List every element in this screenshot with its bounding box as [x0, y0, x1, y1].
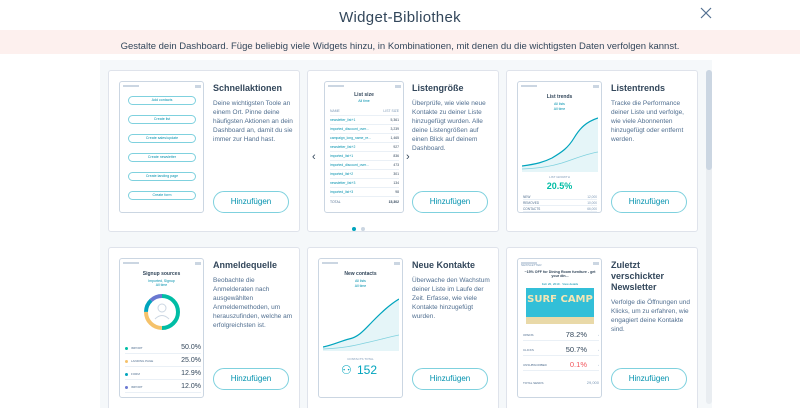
widget-card-latest-newsletter: NEWSLETTER ~15% OFF for Dining Room furn…	[506, 247, 698, 408]
widget-preview: Signup sources Imported, Signup All time…	[119, 258, 204, 398]
modal-title: Widget-Bibliothek	[339, 9, 461, 26]
quick-action-pill: Create sales/update	[128, 134, 196, 143]
widget-title: Listentrends	[611, 83, 666, 93]
widget-preview: Add contacts Create list Create sales/upda…	[119, 81, 204, 213]
trend-stat-row: NEW 12,000	[523, 195, 597, 200]
widget-title: Neue Kontakte	[412, 260, 476, 270]
list-row: imported_list+1 836	[330, 152, 399, 161]
list-row: imported_list+2 301	[330, 170, 399, 179]
quick-action-pill: Create form	[128, 191, 196, 200]
quick-action-pill: Create list	[128, 115, 196, 124]
scrollbar[interactable]	[706, 70, 712, 404]
widget-description: Überwache den Wachstum deiner Liste im L…	[412, 277, 490, 320]
newsletter-stat-row: CLICKS 50.7% ›	[523, 345, 599, 356]
quick-action-pill: Add contacts	[128, 96, 196, 105]
contacts-total: 152	[357, 363, 378, 377]
trend-stat-row: REMOVED 10,000	[523, 201, 597, 206]
add-widget-button[interactable]: Hinzufügen	[213, 191, 289, 213]
close-icon[interactable]	[698, 5, 714, 21]
carousel-prev-icon[interactable]: ‹	[312, 151, 316, 163]
trend-stat-row: CONTACTS 66,000	[523, 207, 597, 212]
modal-subtitle: Gestalte dein Dashboard. Füge beliebig v…	[120, 41, 680, 52]
contacts-chart	[323, 298, 399, 351]
add-widget-button[interactable]: Hinzufügen	[611, 368, 687, 390]
widget-preview: NEWSLETTER ~15% OFF for Dining Room furn…	[517, 258, 602, 398]
add-widget-button[interactable]: Hinzufügen	[213, 368, 289, 390]
widget-card-list-size: List size All time NAME LIST SIZE newsle…	[307, 70, 499, 232]
add-widget-button[interactable]: Hinzufügen	[611, 191, 687, 213]
signup-source-row: LANDING PAGE 25.0%	[125, 356, 201, 367]
widget-card-list-trends: List trends All lists All time LIST GROW…	[506, 70, 698, 232]
contacts-icon: ⚇	[341, 363, 352, 377]
add-widget-button[interactable]: Hinzufügen	[412, 191, 488, 213]
widget-preview: List size All time NAME LIST SIZE newsle…	[324, 81, 404, 213]
chevron-icon: ›	[598, 363, 599, 367]
widget-description: Überprüfe, wie viele neue Kontakte zu de…	[412, 100, 486, 152]
signup-source-row: IMPORT 50.0%	[125, 343, 201, 354]
list-row: imported_discount_over... 473	[330, 161, 399, 170]
newsletter-stat-row: UNSUBSCRIBED 0.1% ›	[523, 360, 599, 371]
legend-swatch	[125, 360, 128, 363]
newsletter-image: SURF CAMP	[526, 288, 594, 324]
list-row: newsletter_list+1 5,361	[330, 116, 399, 125]
widget-title: Schnellaktionen	[213, 83, 283, 93]
widget-description: Tracke die Performance deiner Liste und …	[611, 100, 684, 143]
list-row: imported_discount_over... 3,239	[330, 125, 399, 134]
widget-card-quick-actions: Add contacts Create list Create sales/upda…	[108, 70, 300, 232]
trend-chart	[522, 117, 598, 172]
legend-swatch	[125, 347, 128, 350]
legend-swatch	[125, 386, 128, 389]
widget-card-signup-sources: Signup sources Imported, Signup All time…	[108, 247, 300, 408]
signup-source-row: FORM 12.9%	[125, 369, 201, 380]
list-row: newsletter_list+2 927	[330, 143, 399, 152]
carousel-next-icon[interactable]: ›	[406, 151, 410, 163]
widget-preview: New contacts All lists All time CONTACTS…	[318, 258, 403, 398]
widget-title: Anmeldequelle	[213, 260, 278, 270]
widget-title: Zuletzt verschickter Newsletter	[611, 260, 665, 292]
quick-action-pill: Create newsletter	[128, 153, 196, 162]
carousel-pager[interactable]	[352, 218, 370, 236]
widget-description: Verfolge die Öffnungen und Klicks, um zu…	[611, 299, 691, 333]
widget-preview: List trends All lists All time LIST GROW…	[517, 81, 602, 213]
legend-swatch	[125, 373, 128, 376]
chevron-icon: ›	[598, 333, 599, 337]
quick-action-pill: Create landing page	[128, 172, 196, 181]
list-row: campaign_long_name_re... 1,465	[330, 134, 399, 143]
newsletter-stat-row: OPENS 78.2% ›	[523, 330, 599, 341]
list-row: newsletter_list+3 134	[330, 179, 399, 188]
widget-description: Deine wichtigsten Toole an einem Ort. Pi…	[213, 100, 293, 143]
widget-grid: Add contacts Create list Create sales/upda…	[100, 60, 712, 408]
signup-source-row: IMPORT 12.0%	[125, 382, 201, 393]
add-widget-button[interactable]: Hinzufügen	[412, 368, 488, 390]
chevron-icon: ›	[598, 348, 599, 352]
list-row: imported_list+3 98	[330, 188, 399, 197]
scrollbar-thumb[interactable]	[706, 70, 712, 170]
subtitle-bar	[0, 30, 800, 54]
widget-description: Beobachte die Anmelderaten nach ausgewäh…	[213, 277, 293, 329]
widget-card-new-contacts: New contacts All lists All time CONTACTS…	[307, 247, 499, 408]
donut-chart	[144, 294, 180, 330]
widget-title: Listengröße	[412, 83, 464, 93]
